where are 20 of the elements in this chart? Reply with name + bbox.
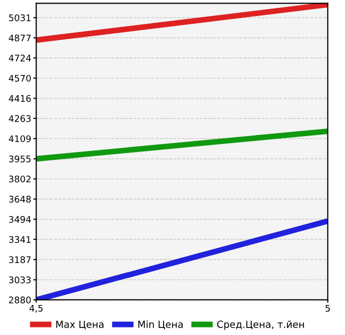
legend-label: Max Цена — [56, 320, 104, 330]
y-tick-label: 4877 — [8, 34, 31, 42]
y-tick-label: 3648 — [9, 196, 31, 203]
y-tick-label: 4109 — [8, 135, 31, 142]
y-tick-label: 3802 — [9, 176, 30, 182]
y-tick-label: 3033 — [9, 276, 31, 284]
y-tick-label: 3341 — [9, 236, 31, 243]
y-tick-label: 4416 — [8, 95, 31, 102]
y-tick-label: 4263 — [8, 115, 31, 122]
y-tick-label: 4570 — [8, 74, 31, 82]
y-tick-label: 2880 — [9, 296, 31, 304]
x-tick-label: 5 — [326, 304, 330, 312]
y-tick-label: 3187 — [9, 256, 31, 264]
legend-label: Сред.Цена, т.йен — [217, 320, 304, 330]
y-tick-label: 4724 — [8, 54, 31, 62]
y-tick-label: 5031 — [9, 14, 31, 22]
legend-label: Min Цена — [138, 320, 183, 330]
x-tick-label: 4,5 — [29, 304, 43, 313]
y-tick-label: 3494 — [9, 216, 31, 223]
y-tick-label: 3955 — [9, 156, 31, 162]
